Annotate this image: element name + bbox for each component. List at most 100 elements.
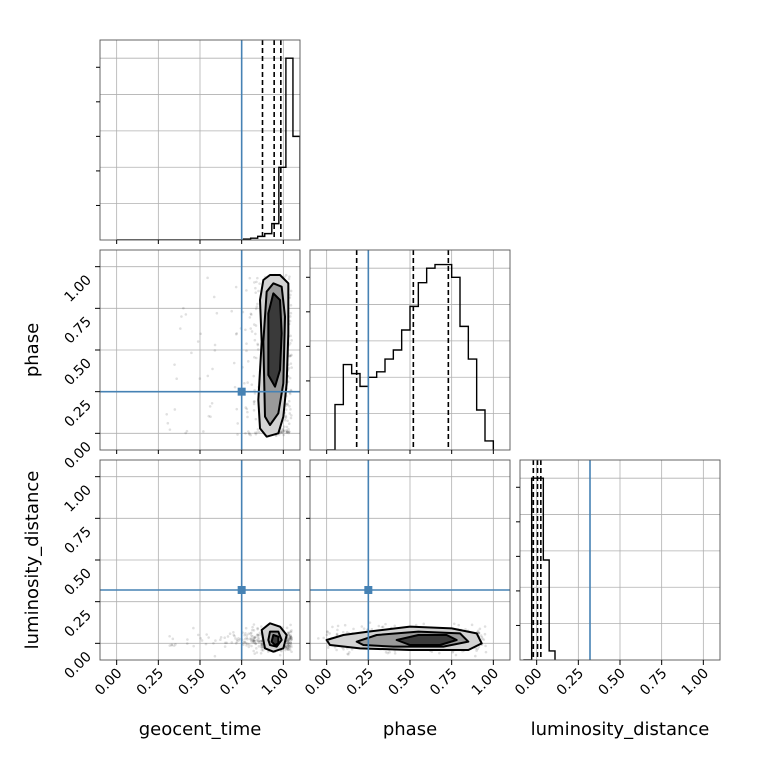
sample-point bbox=[206, 374, 210, 378]
sample-point bbox=[287, 637, 290, 640]
sample-point bbox=[244, 328, 247, 332]
sample-point bbox=[235, 640, 239, 643]
sample-point bbox=[290, 650, 293, 654]
sample-point bbox=[246, 360, 250, 363]
sample-point bbox=[290, 366, 293, 369]
sample-point bbox=[247, 430, 250, 433]
sample-point bbox=[254, 291, 258, 294]
sample-point bbox=[253, 641, 256, 645]
sample-point bbox=[335, 633, 339, 636]
sample-point bbox=[230, 641, 234, 644]
sample-point bbox=[225, 641, 228, 645]
sample-point bbox=[249, 312, 253, 316]
sample-point bbox=[260, 643, 264, 647]
sample-point bbox=[288, 376, 292, 380]
sample-point bbox=[245, 407, 249, 411]
sample-point bbox=[209, 415, 212, 418]
sample-point bbox=[250, 639, 253, 643]
sample-point bbox=[249, 327, 253, 330]
sample-point bbox=[213, 343, 217, 347]
sample-point bbox=[342, 647, 345, 651]
sample-point bbox=[317, 637, 320, 640]
sample-point bbox=[258, 639, 262, 643]
sample-point bbox=[246, 410, 249, 414]
sample-point bbox=[250, 330, 254, 333]
sample-point bbox=[253, 338, 257, 342]
sample-point bbox=[170, 643, 174, 647]
sample-point bbox=[341, 630, 345, 634]
sample-point bbox=[255, 305, 259, 308]
sample-point bbox=[476, 647, 479, 651]
sample-point bbox=[260, 646, 264, 650]
sample-point bbox=[288, 275, 291, 278]
sample-point bbox=[254, 432, 258, 436]
sample-point bbox=[464, 627, 467, 631]
sample-point bbox=[251, 634, 254, 638]
sample-point bbox=[256, 633, 259, 636]
sample-point bbox=[284, 408, 288, 411]
sample-point bbox=[253, 639, 257, 643]
sample-point bbox=[282, 429, 286, 433]
sample-point bbox=[254, 417, 258, 421]
sample-point bbox=[256, 302, 259, 306]
sample-point bbox=[252, 408, 256, 412]
sample-point bbox=[479, 634, 483, 637]
sample-point bbox=[185, 429, 189, 433]
sample-point bbox=[286, 631, 290, 635]
sample-point bbox=[245, 634, 249, 637]
sample-point bbox=[230, 309, 234, 313]
sample-point bbox=[284, 646, 288, 649]
x-axis-label-geocent_time: geocent_time bbox=[139, 719, 262, 740]
sample-point bbox=[370, 627, 374, 631]
sample-point bbox=[211, 367, 214, 371]
sample-point bbox=[212, 641, 215, 645]
sample-point bbox=[452, 622, 456, 626]
sample-point bbox=[234, 285, 238, 289]
sample-point bbox=[213, 349, 217, 352]
sample-point bbox=[235, 332, 238, 335]
sample-point bbox=[430, 650, 434, 654]
sample-point bbox=[360, 625, 364, 628]
sample-point bbox=[414, 623, 418, 627]
sample-point bbox=[280, 431, 284, 435]
sample-point bbox=[326, 630, 329, 634]
sample-point bbox=[245, 289, 248, 292]
sample-point bbox=[232, 630, 235, 634]
sample-point bbox=[280, 649, 283, 653]
sample-point bbox=[282, 427, 285, 431]
sample-point bbox=[352, 627, 355, 631]
sample-point bbox=[246, 637, 249, 641]
sample-point bbox=[256, 639, 260, 642]
sample-point bbox=[245, 349, 248, 353]
sample-point bbox=[289, 635, 293, 639]
sample-point bbox=[257, 637, 261, 641]
sample-point bbox=[249, 638, 253, 642]
histogram-luminosity_distance bbox=[523, 477, 556, 660]
sample-point bbox=[255, 638, 259, 642]
sample-point bbox=[289, 642, 293, 645]
sample-point bbox=[350, 648, 354, 651]
sample-point bbox=[287, 427, 290, 431]
sample-point bbox=[223, 641, 227, 645]
sample-point bbox=[250, 644, 253, 648]
sample-point bbox=[289, 293, 292, 297]
sample-point bbox=[481, 637, 484, 641]
sample-point bbox=[282, 425, 286, 428]
sample-point bbox=[246, 381, 249, 384]
sample-point bbox=[259, 651, 263, 655]
sample-point bbox=[173, 363, 176, 366]
sample-point bbox=[253, 431, 257, 435]
sample-point bbox=[289, 634, 292, 637]
sample-point bbox=[248, 316, 252, 319]
sample-point bbox=[207, 414, 211, 418]
sample-point bbox=[252, 638, 256, 641]
sample-point bbox=[288, 315, 292, 318]
sample-point bbox=[346, 652, 349, 656]
sample-point bbox=[289, 416, 293, 420]
sample-point bbox=[174, 643, 177, 646]
sample-point bbox=[219, 638, 222, 641]
sample-point bbox=[172, 644, 176, 647]
density-phase-luminosity_distance bbox=[317, 621, 488, 658]
sample-point bbox=[289, 641, 293, 644]
sample-point bbox=[261, 648, 265, 652]
